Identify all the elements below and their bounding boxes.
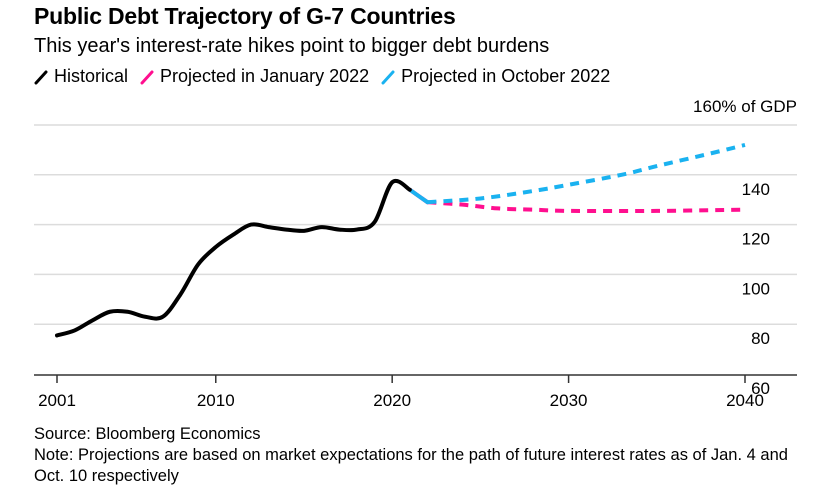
y-tick-label-100: 100: [742, 279, 770, 298]
chart-footer: Source: Bloomberg Economics Note: Projec…: [34, 424, 814, 487]
methodology-note: Note: Projections are based on market ex…: [34, 446, 788, 485]
x-tick-label-2010: 2010: [197, 391, 235, 410]
legend: Historical Projected in January 2022 Pro…: [34, 66, 610, 87]
series-line-projected-in-january-2022: [427, 200, 746, 214]
legend-swatch-projected-oct: [381, 70, 395, 84]
chart-subtitle: This year's interest-rate hikes point to…: [34, 35, 550, 57]
legend-label-projected-jan: Projected in January 2022: [160, 66, 370, 86]
legend-swatch-projected-jan: [140, 70, 154, 84]
y-tick-label-120: 120: [742, 230, 770, 249]
x-tick-label-2030: 2030: [550, 391, 588, 410]
x-tick-label-2001: 2001: [38, 391, 76, 410]
legend-label-projected-oct: Projected in October 2022: [401, 66, 611, 86]
y-tick-label-140: 140: [742, 180, 770, 199]
series-line-projected-in-october-2022-transition: [407, 187, 430, 205]
legend-item-historical: Historical: [34, 66, 128, 87]
x-tick-label-2020: 2020: [373, 391, 411, 410]
legend-item-projected-jan: Projected in January 2022: [140, 66, 369, 87]
chart-plot-area: 60 80 100 120 140 160% of GDP 2001 2010 2020 2030…: [34, 97, 797, 410]
legend-label-historical: Historical: [54, 66, 129, 86]
series-line-projected-in-october-2022: [427, 142, 746, 205]
y-tick-label-160: 160% of GDP: [693, 97, 797, 116]
source-note: Source: Bloomberg Economics: [34, 425, 261, 443]
chart-title: Public Debt Trajectory of G-7 Countries: [34, 3, 456, 29]
y-tick-label-80: 80: [751, 329, 770, 348]
x-tick-label-2040: 2040: [726, 391, 764, 410]
series-line-historical: [55, 178, 412, 338]
legend-item-projected-oct: Projected in October 2022: [381, 66, 610, 87]
y-tick-label-60: 60: [751, 379, 770, 398]
legend-swatch-historical: [34, 70, 48, 84]
